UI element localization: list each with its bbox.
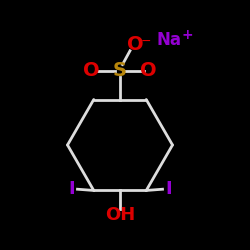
Text: S: S bbox=[113, 61, 127, 80]
Text: I: I bbox=[166, 180, 172, 198]
Text: O: O bbox=[140, 61, 157, 80]
Text: −: − bbox=[141, 35, 152, 48]
Text: O: O bbox=[127, 35, 143, 54]
Text: OH: OH bbox=[105, 206, 135, 224]
Text: I: I bbox=[68, 180, 74, 198]
Text: +: + bbox=[182, 28, 193, 42]
Text: O: O bbox=[83, 61, 100, 80]
Text: Na: Na bbox=[156, 30, 181, 48]
